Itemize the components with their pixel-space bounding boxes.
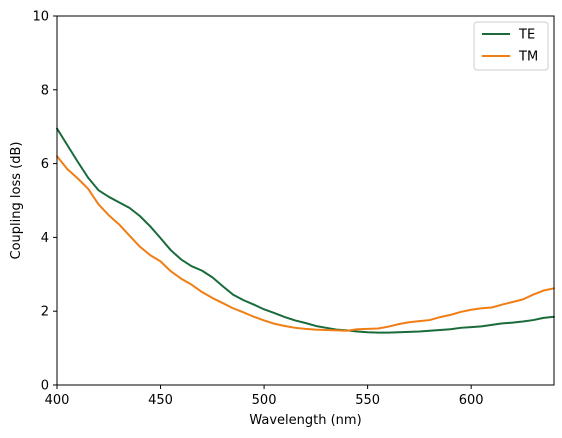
series-layer xyxy=(56,127,555,334)
plot-area xyxy=(56,15,555,386)
x-tick-label: 500 xyxy=(252,393,277,408)
legend-label-te: TE xyxy=(518,28,535,43)
legend: TE TM xyxy=(473,21,549,71)
y-tick-label: 8 xyxy=(41,83,49,98)
x-tick-label: 450 xyxy=(148,393,173,408)
y-axis-ticks: 0 2 4 6 8 10 xyxy=(32,10,57,394)
y-tick-label: 10 xyxy=(32,10,49,25)
series-line-te xyxy=(56,127,555,334)
plot-border xyxy=(56,15,555,386)
y-tick-label: 4 xyxy=(41,231,49,246)
x-tick-label: 550 xyxy=(355,393,380,408)
y-axis-label: Coupling loss (dB) xyxy=(9,142,24,260)
series-line-tm xyxy=(56,155,555,332)
x-tick-label: 600 xyxy=(459,393,484,408)
x-axis-ticks: 400 450 500 550 600 xyxy=(45,385,484,408)
y-tick-label: 2 xyxy=(41,305,49,320)
legend-label-tm: TM xyxy=(518,50,538,65)
x-tick-label: 400 xyxy=(45,393,70,408)
y-tick-label: 0 xyxy=(41,379,49,394)
y-tick-label: 6 xyxy=(41,157,49,172)
x-axis-label: Wavelength (nm) xyxy=(249,413,361,428)
